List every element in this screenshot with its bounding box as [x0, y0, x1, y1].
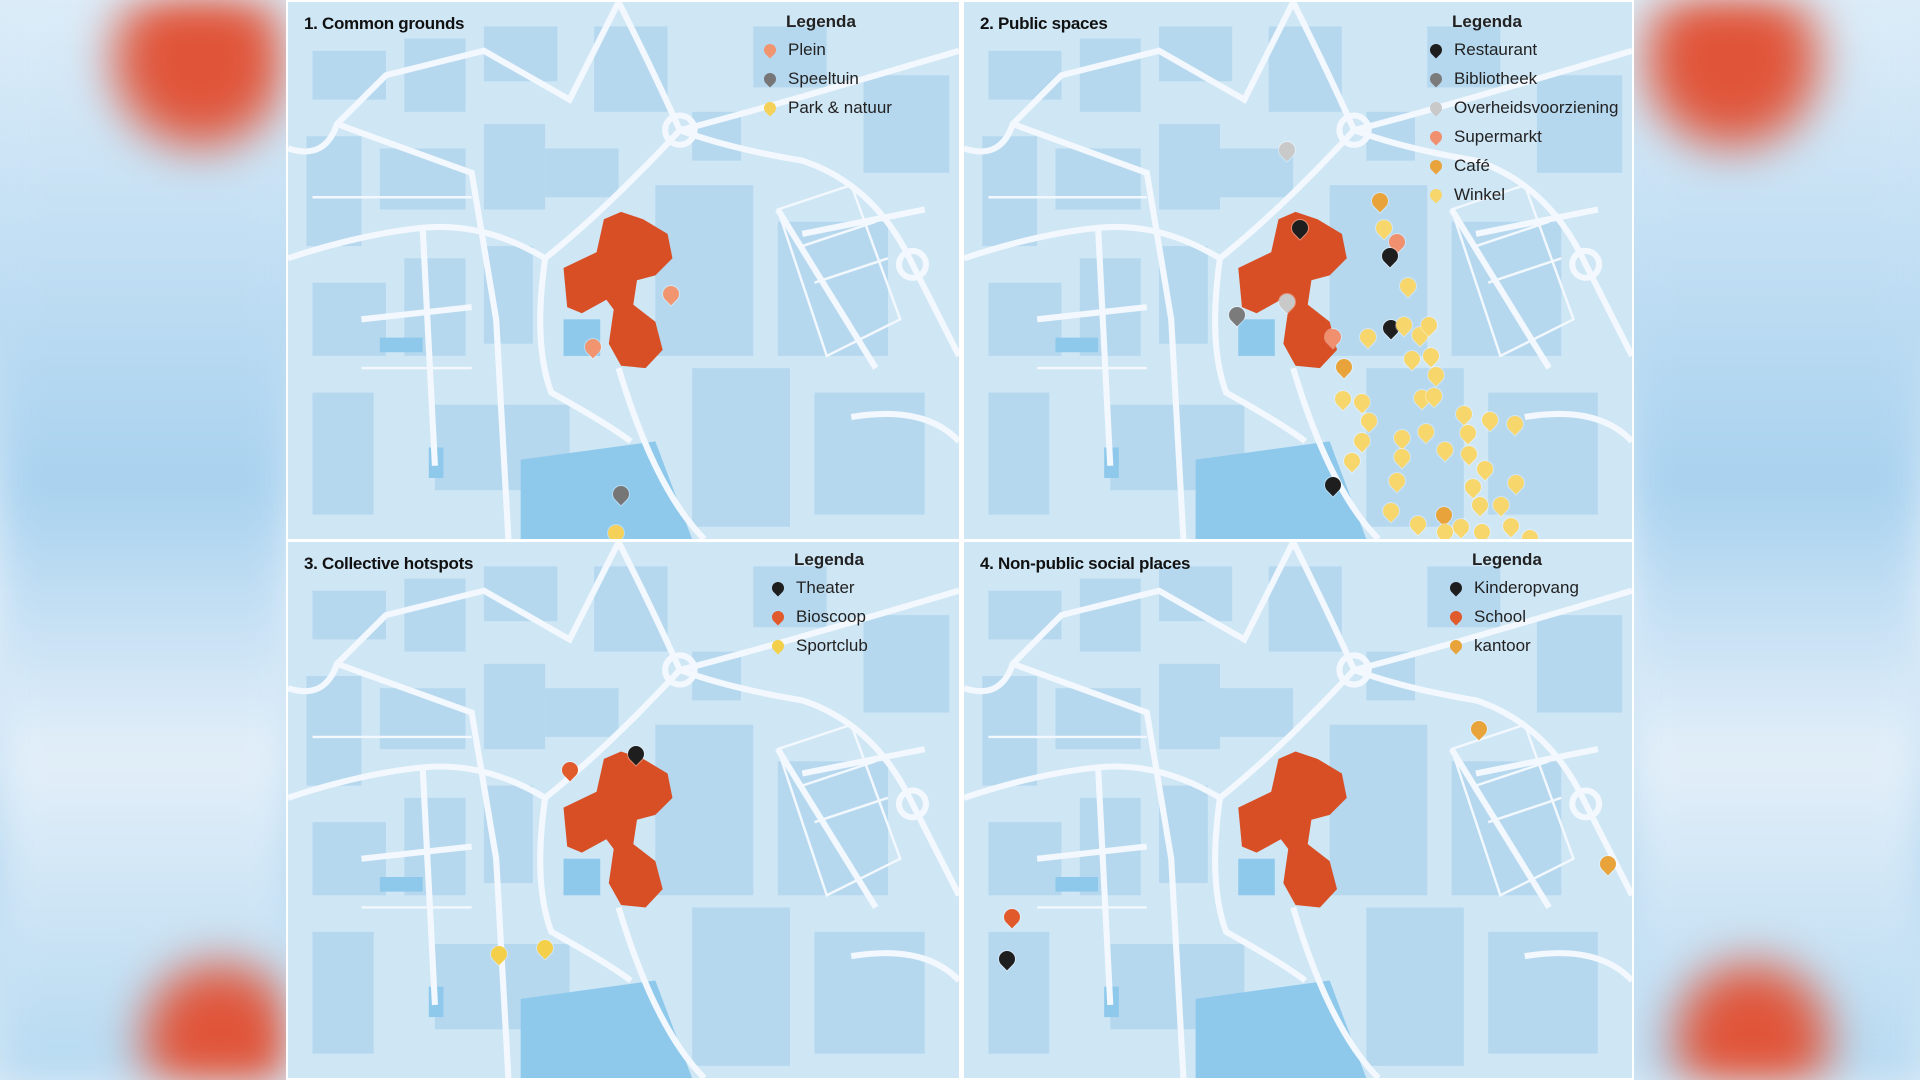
base-map[interactable] [964, 542, 1632, 1078]
legend-item: Sportclub [768, 631, 868, 660]
legend-label: Bioscoop [796, 606, 866, 626]
map-pin-icon [1427, 70, 1445, 87]
panel-title: 3. Collective hotspots [304, 554, 474, 573]
landmark-building [1238, 211, 1347, 369]
base-map[interactable] [288, 2, 959, 539]
map-pin-icon [1427, 157, 1445, 174]
legend-label: Plein [788, 39, 826, 59]
map-pin-icon [1427, 99, 1445, 116]
map-pin-icon [1427, 41, 1445, 58]
legend: Legenda Theater Bioscoop Sportclub [768, 550, 868, 660]
map-pin-icon [769, 579, 787, 596]
base-map[interactable] [964, 2, 1632, 539]
map-panel-collective-hotspots: 3. Collective hotspots Legenda Theater Bio… [288, 542, 959, 1078]
legend-item: Restaurant [1426, 35, 1618, 64]
legend-label: Park & natuur [788, 97, 892, 117]
legend: Legenda Plein Speeltuin Park & natuur [760, 12, 892, 122]
panel-title: 1. Common grounds [304, 14, 465, 33]
legend-item: Winkel [1426, 180, 1618, 209]
map-panel-common-grounds: 1. Common grounds Legenda Plein Speeltuin P… [288, 2, 959, 539]
panel-title: 2. Public spaces [980, 14, 1108, 33]
legend-item: Speeltuin [760, 64, 892, 93]
legend-title: Legenda [786, 12, 856, 31]
map-pin-icon [761, 41, 779, 58]
legend-title: Legenda [1472, 550, 1542, 569]
panel-title: 4. Non-public social places [980, 554, 1191, 573]
map-pin-icon [1427, 128, 1445, 145]
map-pin-icon [761, 70, 779, 87]
legend-label: School [1474, 606, 1526, 626]
legend: Legenda Restaurant Bibliotheek Overheidsvoo… [1426, 12, 1618, 209]
legend-label: kantoor [1474, 635, 1531, 655]
blurred-background-right [1632, 0, 1920, 1080]
legend-title: Legenda [794, 550, 864, 569]
map-panel-public-spaces: 2. Public spaces Legenda Restaurant Biblio… [964, 2, 1632, 539]
map-pin-icon [1447, 637, 1465, 654]
legend-item: Bibliotheek [1426, 64, 1618, 93]
map-pin-icon [1447, 579, 1465, 596]
map-pin-icon [769, 637, 787, 654]
legend-item: Plein [760, 35, 892, 64]
legend-item: Supermarkt [1426, 122, 1618, 151]
legend-label: Restaurant [1454, 39, 1538, 59]
legend-item: School [1446, 602, 1579, 631]
legend-label: Overheidsvoorziening [1454, 97, 1619, 117]
map-panel-non-public-social-places: 4. Non-public social places Legenda Kinde… [964, 542, 1632, 1078]
legend-label: Speeltuin [788, 68, 859, 88]
landmark-building [1238, 751, 1347, 908]
map-pin-icon [1447, 608, 1465, 625]
legend-label: Sportclub [796, 635, 868, 655]
legend-label: Kinderopvang [1474, 577, 1579, 597]
map-pin-icon [761, 99, 779, 116]
legend-label: Theater [796, 577, 855, 597]
legend-label: Café [1454, 155, 1490, 175]
landmark-building [563, 751, 673, 908]
legend-item: Overheidsvoorziening [1426, 93, 1618, 122]
legend-item: Kinderopvang [1446, 573, 1579, 602]
legend-title: Legenda [1452, 12, 1522, 31]
legend-label: Supermarkt [1454, 126, 1542, 146]
map-pin-icon [769, 608, 787, 625]
legend-item: kantoor [1446, 631, 1579, 660]
legend-item: Bioscoop [768, 602, 868, 631]
map-pin-icon [1427, 186, 1445, 203]
legend-label: Winkel [1454, 184, 1506, 204]
legend-item: Park & natuur [760, 93, 892, 122]
legend-label: Bibliotheek [1454, 68, 1538, 88]
blurred-background-left [0, 0, 288, 1080]
landmark-building [563, 211, 673, 369]
legend-item: Theater [768, 573, 868, 602]
legend-item: Café [1426, 151, 1618, 180]
legend: Legenda Kinderopvang School kantoor [1446, 550, 1579, 660]
